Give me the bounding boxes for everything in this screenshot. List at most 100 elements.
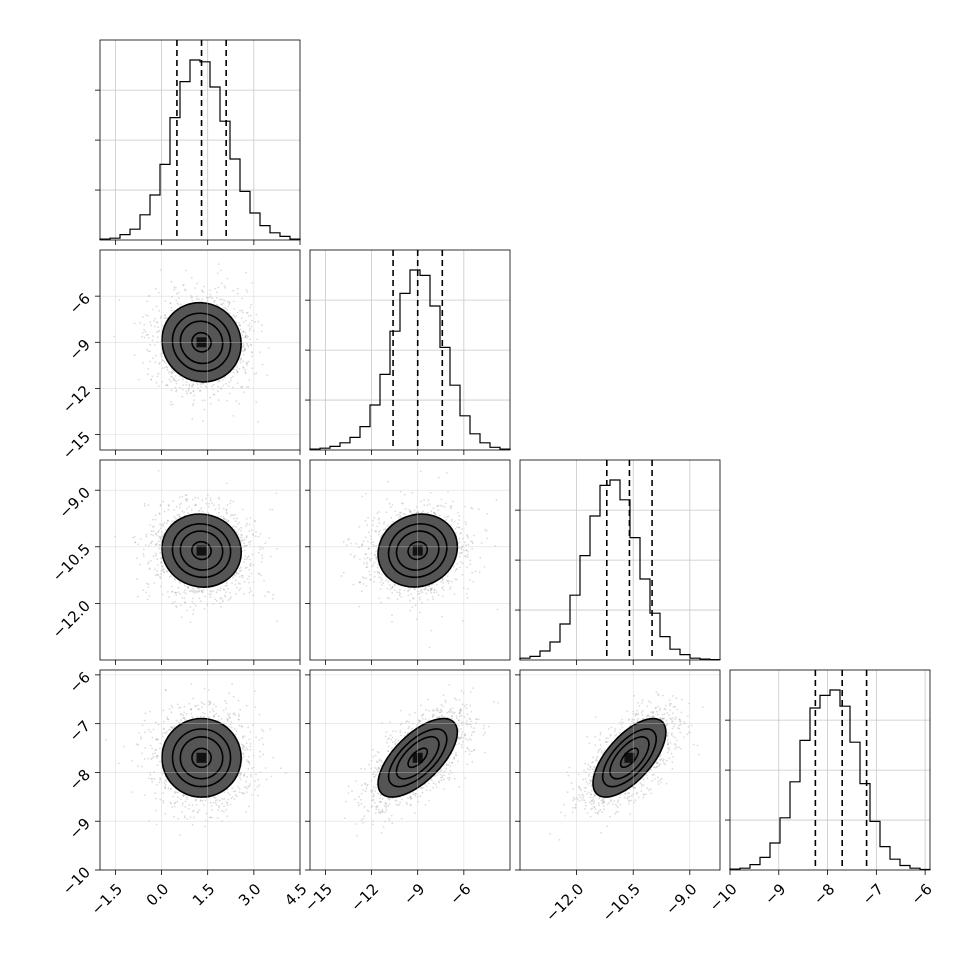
scatter-point bbox=[246, 556, 249, 559]
scatter-point bbox=[158, 310, 161, 312]
scatter-point bbox=[369, 579, 372, 581]
scatter-point bbox=[199, 600, 202, 603]
scatter-point bbox=[175, 299, 178, 302]
scatter-point bbox=[391, 504, 394, 506]
scatter-point bbox=[378, 517, 381, 519]
scatter-point bbox=[399, 490, 402, 493]
scatter-point bbox=[459, 532, 462, 535]
scatter-point bbox=[175, 382, 178, 385]
scatter-point bbox=[368, 558, 371, 561]
scatter-point bbox=[196, 591, 199, 594]
scatter-point bbox=[182, 284, 185, 286]
scatter-point bbox=[458, 537, 461, 540]
scatter-point bbox=[177, 291, 180, 294]
scatter-point bbox=[184, 585, 186, 587]
scatter-point bbox=[243, 344, 245, 346]
scatter-point bbox=[228, 381, 231, 384]
scatter-point bbox=[463, 505, 466, 508]
scatter-point bbox=[243, 349, 246, 352]
scatter-point bbox=[391, 586, 394, 589]
scatter-point bbox=[248, 323, 251, 325]
scatter-point bbox=[167, 508, 170, 511]
scatter-point bbox=[373, 580, 375, 583]
scatter-point bbox=[419, 590, 422, 593]
scatter-point bbox=[249, 338, 251, 341]
scatter-point bbox=[246, 291, 249, 293]
scatter-point bbox=[372, 564, 374, 567]
scatter-point bbox=[166, 366, 169, 369]
scatter-point bbox=[242, 330, 245, 333]
scatter-point bbox=[224, 376, 226, 379]
scatter-point bbox=[180, 303, 182, 306]
scatter-panel-p1-p2 bbox=[95, 249, 301, 455]
scatter-point bbox=[232, 371, 235, 374]
scatter-point bbox=[173, 371, 176, 373]
scatter-point bbox=[186, 392, 189, 395]
scatter-point bbox=[219, 587, 222, 589]
scatter-point bbox=[245, 334, 248, 337]
scatter-point bbox=[173, 577, 176, 580]
scatter-point bbox=[451, 500, 454, 503]
scatter-point bbox=[216, 291, 218, 294]
scatter-point bbox=[212, 383, 215, 386]
scatter-point bbox=[257, 320, 260, 323]
scatter-point bbox=[400, 596, 403, 598]
scatter-point bbox=[187, 389, 190, 392]
scatter-point bbox=[219, 597, 222, 600]
scatter-point bbox=[225, 591, 228, 593]
scatter-point bbox=[456, 563, 459, 565]
scatter-point bbox=[166, 317, 169, 319]
scatter-point bbox=[220, 515, 222, 518]
scatter-point bbox=[222, 384, 225, 387]
scatter-point bbox=[430, 587, 433, 590]
scatter-point bbox=[415, 506, 418, 508]
scatter-point bbox=[147, 562, 150, 565]
scatter-point bbox=[446, 516, 449, 518]
scatter-point bbox=[183, 511, 186, 514]
scatter-point bbox=[458, 566, 461, 569]
scatter-point bbox=[148, 568, 151, 570]
scatter-point bbox=[134, 541, 137, 543]
scatter-point bbox=[244, 549, 246, 552]
scatter-point bbox=[455, 568, 458, 570]
scatter-point bbox=[395, 514, 398, 517]
scatter-point bbox=[374, 530, 377, 532]
scatter-point bbox=[474, 570, 477, 573]
scatter-point bbox=[235, 531, 238, 534]
scatter-point bbox=[154, 568, 156, 571]
scatter-point bbox=[189, 392, 192, 394]
scatter-point bbox=[181, 377, 184, 380]
scatter-point bbox=[222, 299, 225, 301]
scatter-point bbox=[427, 589, 430, 591]
scatter-point bbox=[467, 550, 469, 553]
scatter-point bbox=[420, 500, 422, 503]
scatter-point bbox=[260, 574, 262, 577]
scatter-point bbox=[231, 386, 234, 389]
scatter-point bbox=[199, 383, 202, 385]
scatter-point bbox=[464, 541, 466, 544]
scatter-point bbox=[244, 335, 247, 338]
scatter-point bbox=[263, 579, 265, 582]
scatter-point bbox=[470, 506, 473, 509]
scatter-point bbox=[174, 287, 177, 289]
scatter-point bbox=[409, 599, 411, 602]
scatter-point bbox=[442, 582, 445, 584]
scatter-point bbox=[142, 361, 145, 364]
scatter-point bbox=[147, 337, 150, 339]
scatter-point bbox=[212, 590, 215, 593]
scatter-point bbox=[217, 399, 220, 401]
scatter-point bbox=[359, 558, 361, 561]
scatter-point bbox=[223, 306, 226, 309]
scatter-panel-p1-p4 bbox=[95, 669, 301, 875]
scatter-point bbox=[150, 560, 152, 562]
scatter-point bbox=[450, 518, 453, 521]
scatter-point bbox=[458, 526, 460, 529]
scatter-point bbox=[153, 320, 155, 322]
scatter-point bbox=[151, 308, 154, 311]
scatter-point bbox=[158, 543, 161, 546]
scatter-point bbox=[218, 498, 221, 500]
scatter-point bbox=[464, 555, 467, 558]
scatter-point bbox=[246, 558, 248, 560]
scatter-point bbox=[376, 566, 379, 569]
scatter-point bbox=[174, 517, 177, 520]
